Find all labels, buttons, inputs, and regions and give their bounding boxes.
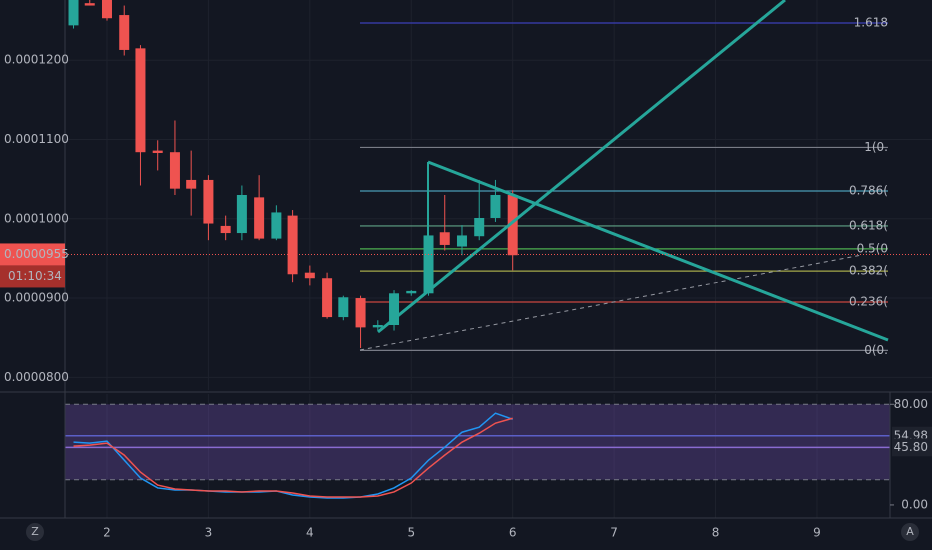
- trend-line: [359, 254, 863, 351]
- candle-body: [186, 179, 197, 189]
- candle-body: [389, 293, 400, 325]
- level-label: 45.80: [894, 440, 928, 454]
- x-tick-label: 7: [610, 526, 618, 540]
- candle-body: [338, 297, 349, 318]
- candle-body: [101, 0, 112, 19]
- x-tick-label: 6: [509, 526, 517, 540]
- candle-body: [355, 298, 366, 328]
- corner-button[interactable]: [26, 523, 44, 541]
- candle-body: [304, 272, 315, 279]
- countdown-box: [0, 265, 65, 288]
- candle-body: [287, 215, 298, 275]
- candle-body: [152, 150, 163, 153]
- candle-body: [372, 325, 383, 328]
- candle-body: [439, 232, 450, 245]
- corner-label[interactable]: A: [906, 525, 914, 538]
- y-tick-label: 0.0001000: [4, 211, 69, 225]
- x-tick-label: 3: [205, 526, 213, 540]
- candle-body: [68, 0, 79, 26]
- fib-label: 1.618: [854, 15, 888, 29]
- x-tick-label: 5: [407, 526, 415, 540]
- candle-body: [271, 212, 282, 239]
- grid: [65, 0, 932, 518]
- candle-body: [322, 278, 333, 318]
- y-tick-label: 0.0001100: [4, 132, 69, 146]
- fib-label: 0.236(: [849, 295, 888, 309]
- y-tick-label: 0.0001200: [4, 53, 69, 67]
- last-price-label: 0.0000955: [4, 247, 69, 261]
- fib-label: 0.382(: [849, 264, 888, 278]
- y-tick-label: 80.00: [894, 397, 928, 411]
- x-tick-label: 9: [813, 526, 821, 540]
- last-price-box: [0, 243, 65, 266]
- x-tick-label: 4: [306, 526, 314, 540]
- y-tick-label: 0.0000800: [4, 370, 69, 384]
- band-fill: [65, 404, 890, 480]
- candle-body: [84, 3, 95, 6]
- marks: [68, 0, 518, 499]
- fib-label: 0(0.: [864, 343, 888, 357]
- candle-body: [119, 15, 130, 50]
- x-tick-label: 8: [712, 526, 720, 540]
- fib-label: 0.786(: [849, 184, 888, 198]
- candle-body: [507, 195, 518, 256]
- trend-line: [377, 0, 786, 334]
- candle-body: [135, 48, 146, 153]
- fib-label: 0.5(0: [857, 241, 888, 255]
- y-tick-label: 0.0000900: [4, 291, 69, 305]
- candle-body: [456, 235, 467, 247]
- y-tick-label: 0.00: [901, 497, 928, 511]
- candle-body: [406, 290, 417, 294]
- countdown-label: 01:10:34: [8, 269, 62, 283]
- candle-body: [490, 195, 501, 218]
- candle-body: [220, 225, 231, 234]
- indicator-line: [73, 412, 513, 499]
- candle-body: [254, 197, 265, 239]
- x-tick-label: 2: [103, 526, 111, 540]
- candle-body: [474, 217, 485, 237]
- trend-line: [427, 160, 889, 342]
- candle-body: [169, 152, 180, 189]
- candle-body: [203, 179, 214, 224]
- corner-label[interactable]: Z: [31, 525, 39, 538]
- indicator-line: [73, 417, 513, 498]
- level-box: [892, 438, 932, 457]
- corner-button[interactable]: [901, 523, 919, 541]
- fib-label: 1(0.: [864, 140, 888, 154]
- candle-body: [236, 195, 247, 234]
- fib-label: 0.618(: [849, 218, 888, 232]
- fib-retracement: 1.618 1(0. 0.786( 0.618( 0.5(0 0.382( 0.236( 0(…: [360, 15, 888, 357]
